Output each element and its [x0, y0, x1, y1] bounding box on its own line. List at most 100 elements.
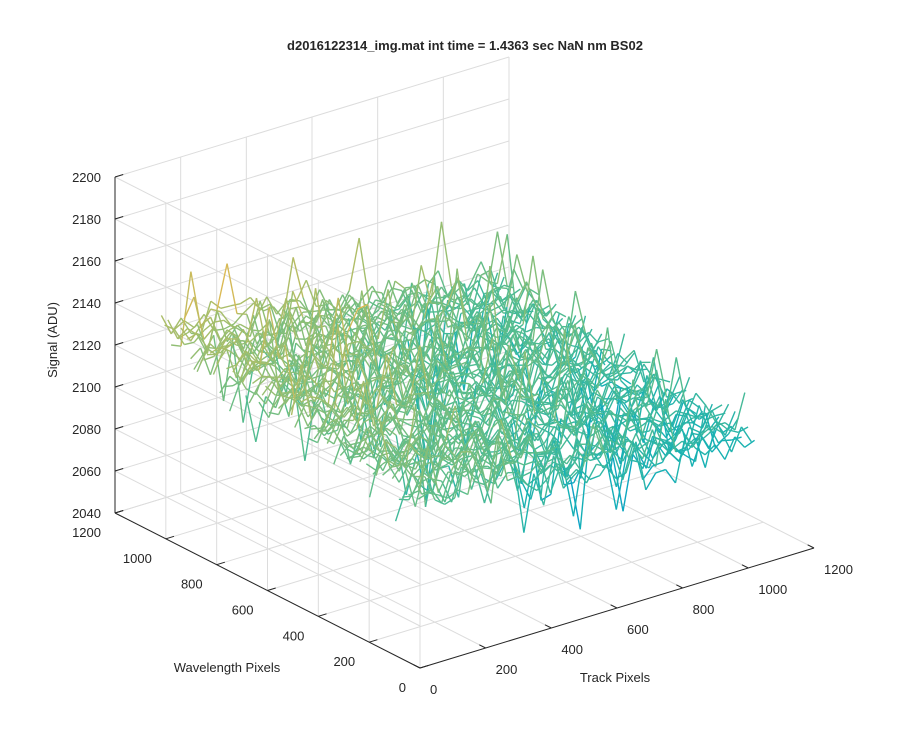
surface-trace — [184, 341, 195, 346]
surface-trace — [379, 450, 390, 452]
surface-trace — [655, 437, 667, 442]
surface-trace — [357, 340, 369, 348]
surface-trace — [213, 319, 224, 323]
surface-trace — [510, 455, 522, 478]
surface-trace — [441, 434, 453, 445]
z-tick-label: 2120 — [72, 338, 101, 353]
surface-trace — [282, 257, 294, 319]
surface-trace — [422, 428, 434, 449]
surface-trace — [685, 412, 697, 442]
surface-trace — [461, 439, 473, 474]
surface-trace — [571, 346, 583, 373]
surface-trace — [216, 310, 228, 342]
surface-trace — [461, 403, 473, 424]
surface-trace — [274, 367, 286, 382]
surface-trace — [446, 365, 457, 372]
surface-trace — [602, 433, 614, 452]
surface-trace — [489, 265, 501, 355]
y-tick-mark — [216, 561, 226, 566]
surface-trace — [216, 329, 228, 349]
surface-trace — [523, 456, 535, 509]
surface-trace — [398, 442, 410, 467]
surface-trace — [347, 308, 359, 332]
surface-trace — [529, 303, 541, 312]
surface-trace — [314, 288, 327, 350]
surface-trace — [255, 396, 267, 443]
surface-trace — [573, 403, 585, 450]
surface-trace — [544, 328, 557, 374]
surface-trace — [540, 443, 552, 464]
surface-trace — [456, 325, 468, 360]
surface-trace — [508, 344, 520, 380]
surface-trace — [488, 382, 500, 395]
surface-trace — [448, 406, 460, 423]
surface-trace — [592, 433, 604, 456]
surface-trace — [580, 417, 592, 479]
surface-trace — [507, 475, 518, 482]
surface-trace — [569, 454, 581, 470]
surface-trace — [468, 420, 479, 431]
surface-trace — [674, 435, 687, 484]
surface-trace — [490, 419, 502, 504]
surface-trace — [616, 414, 628, 422]
surface-trace — [358, 237, 370, 302]
surface-trace — [356, 387, 368, 405]
surface-trace — [566, 468, 578, 481]
surface-trace — [581, 346, 593, 404]
surface-trace — [444, 405, 456, 442]
surface-trace — [417, 284, 429, 310]
surface-trace — [535, 320, 547, 329]
surface-trace — [642, 438, 654, 459]
surface-trace — [596, 413, 608, 428]
surface-trace — [714, 444, 726, 460]
surface-trace — [557, 380, 569, 409]
surface-trace — [609, 429, 621, 447]
surface-trace — [692, 415, 703, 419]
surface-trace — [288, 321, 301, 358]
surface-trace — [422, 362, 435, 393]
surface-trace — [378, 418, 390, 467]
surface-trace — [320, 421, 332, 435]
surface-trace — [437, 455, 449, 464]
surface-trace — [351, 307, 363, 319]
surface-trace — [463, 294, 475, 305]
surface-trace — [510, 444, 522, 459]
surface-trace — [721, 439, 732, 442]
surface-trace — [372, 290, 383, 294]
surface-trace — [346, 448, 358, 455]
surface-trace — [177, 327, 189, 339]
surface-trace — [635, 424, 647, 441]
surface-trace — [226, 329, 238, 337]
surface-trace — [379, 452, 390, 457]
surface-trace — [380, 333, 392, 344]
surface-trace — [419, 396, 431, 423]
surface-trace — [407, 284, 419, 317]
surface-trace — [229, 383, 241, 412]
surface-trace — [411, 465, 423, 477]
surface-trace — [466, 316, 478, 342]
surface-trace — [457, 428, 470, 498]
surface-trace — [467, 428, 479, 450]
surface-trace — [348, 340, 359, 345]
surface-trace — [536, 461, 548, 479]
surface-trace — [250, 329, 261, 332]
surface-trace — [455, 384, 467, 456]
surface-trace — [291, 371, 303, 376]
surface-trace — [396, 417, 407, 421]
surface-trace — [370, 375, 381, 380]
surface-trace — [315, 325, 326, 329]
surface-trace — [521, 352, 533, 368]
surface-trace — [698, 424, 710, 436]
surface-trace — [507, 388, 520, 417]
surface-trace — [369, 409, 381, 433]
surface-trace — [646, 349, 658, 398]
surface-trace — [428, 492, 439, 496]
surface-trace — [300, 395, 312, 403]
surface-trace — [642, 465, 654, 481]
surface-trace — [665, 469, 677, 484]
surface-trace — [388, 452, 400, 472]
surface-trace — [363, 382, 375, 449]
surface-trace — [258, 306, 270, 370]
surface-trace — [431, 415, 444, 448]
surface-trace — [274, 376, 286, 405]
